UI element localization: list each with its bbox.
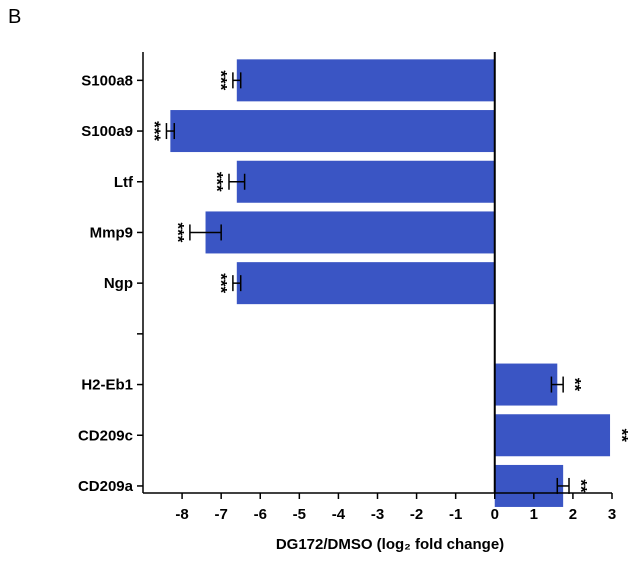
bar [494, 363, 558, 406]
category-label: Ngp [104, 275, 133, 292]
bar [236, 59, 495, 102]
x-tick-label: -6 [254, 506, 267, 523]
x-tick-label: 1 [530, 506, 538, 523]
x-tick-label: -7 [214, 506, 227, 523]
bar [494, 464, 564, 507]
x-tick-label: 3 [608, 506, 616, 523]
significance-label: *** [145, 121, 164, 141]
significance-label: ** [566, 378, 585, 392]
category-label: S100a9 [81, 123, 133, 140]
x-tick-label: 2 [569, 506, 577, 523]
bars-layer [170, 59, 611, 507]
bar [494, 414, 611, 457]
x-tick-label: -2 [410, 506, 423, 523]
x-tick-label: -5 [293, 506, 306, 523]
error-bars-layer [165, 72, 570, 494]
error-bar [189, 224, 222, 241]
category-label: CD209c [78, 427, 133, 444]
x-tick-label: -1 [449, 506, 462, 523]
error-bar [556, 477, 570, 494]
error-bar [165, 123, 176, 140]
x-tick-label: -4 [332, 506, 346, 523]
significance-label: ** [572, 479, 591, 493]
panel-label: B [8, 6, 22, 28]
x-tick-label: 0 [491, 506, 499, 523]
bar [236, 160, 495, 203]
category-label: S100a8 [81, 72, 133, 89]
bar [205, 211, 495, 254]
x-axis-title: DG172/DMSO (log₂ fold change) [276, 536, 504, 553]
category-label: Mmp9 [90, 224, 133, 241]
significance-label: *** [168, 223, 187, 243]
x-tick-label: -3 [371, 506, 384, 523]
significance-label: *** [211, 273, 230, 293]
error-bar [550, 376, 564, 393]
significance-label: *** [207, 172, 226, 192]
labels-layer: S100a8 *** S100a9 *** Ltf *** Mmp9 *** Ngp *** H2-… [78, 70, 630, 523]
category-label: CD209a [78, 478, 134, 495]
x-tick-label: -8 [175, 506, 188, 523]
bar [236, 262, 495, 305]
axes-layer [137, 52, 613, 499]
category-label: H2-Eb1 [81, 377, 133, 394]
category-label: Ltf [114, 174, 134, 191]
error-bar [228, 173, 246, 190]
error-bar [232, 72, 242, 89]
error-bar [232, 275, 242, 292]
significance-label: ** [613, 429, 630, 443]
bar [170, 110, 495, 153]
significance-label: *** [211, 70, 230, 90]
